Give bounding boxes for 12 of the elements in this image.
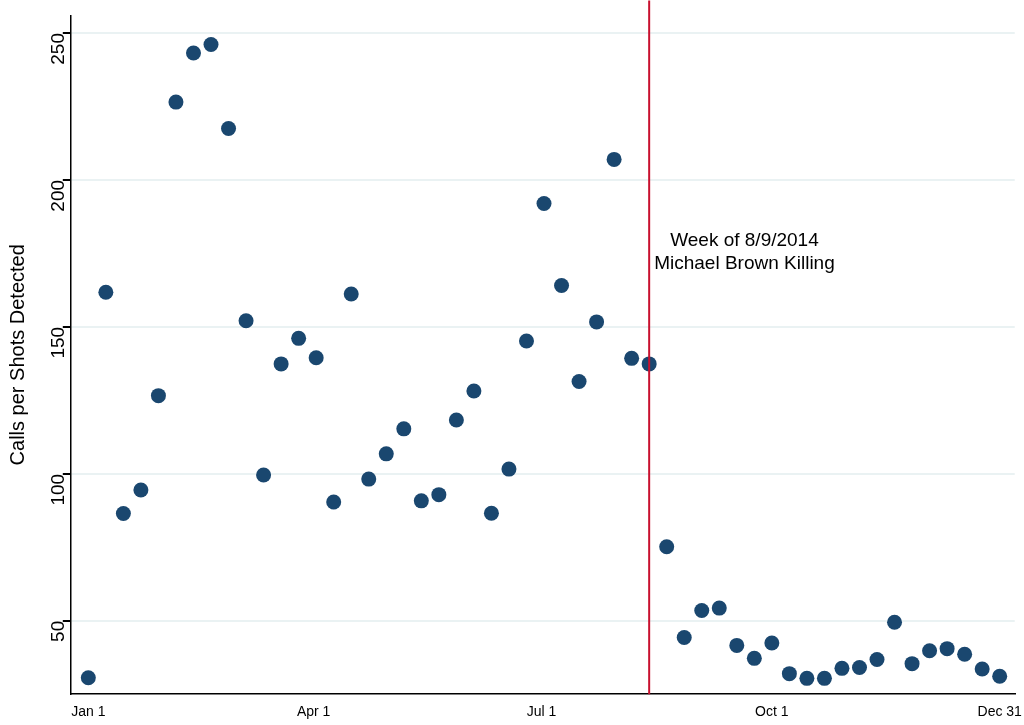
x-tick-label: Jan 1 — [71, 703, 106, 720]
x-tick-label: Jul 1 — [526, 703, 557, 720]
y-tick-label: 100 — [47, 473, 69, 506]
y-axis-title: Calls per Shots Detected — [5, 244, 28, 466]
y-tick-label: 50 — [47, 620, 69, 642]
x-tick-label: Oct 1 — [755, 703, 789, 720]
ref-line-label: Week of 8/9/2014 Michael Brown Killing — [654, 228, 835, 273]
y-tick-label: 250 — [47, 33, 69, 65]
y-tick-label: 150 — [47, 326, 69, 359]
x-tick-label: Apr 1 — [296, 703, 331, 720]
y-tick-label: 200 — [47, 179, 69, 212]
x-tick-label: Dec 31 — [977, 703, 1023, 720]
